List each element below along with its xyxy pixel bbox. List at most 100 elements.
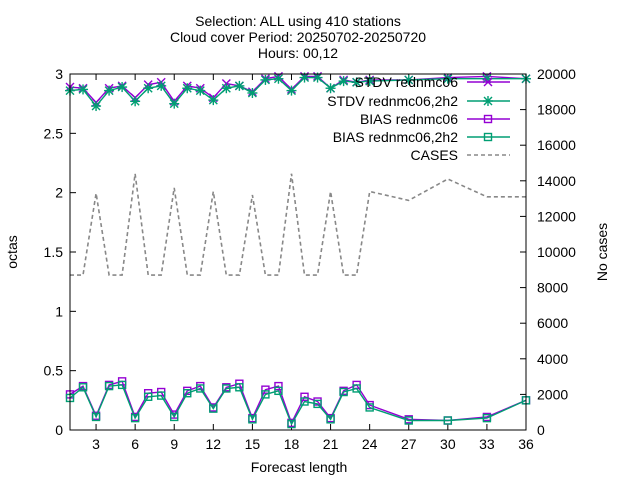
legend-label: CASES [411, 147, 458, 163]
series-line [69, 384, 527, 426]
y2-tick-label: 18000 [537, 102, 576, 118]
star-marker [442, 73, 453, 84]
y-tick-label: 1 [55, 303, 63, 319]
marker-stroke [483, 77, 493, 87]
y-tick-label: 1.5 [44, 244, 64, 260]
star-marker [403, 74, 414, 85]
star-marker [130, 96, 141, 107]
x-tick-label: 21 [323, 436, 339, 452]
star-marker [208, 95, 219, 106]
chart-title-line-3: Hours: 00,12 [258, 45, 338, 61]
legend-label: BIAS rednmc06,2h2 [333, 129, 459, 145]
square-marker [248, 415, 257, 424]
star-marker [91, 101, 102, 112]
star-marker [325, 83, 336, 94]
legend-label: STDV rednmc06,2h2 [327, 93, 458, 109]
y2-tick-label: 16000 [537, 137, 576, 153]
square-marker [78, 383, 88, 392]
legend-label: STDV rednmc06 [355, 74, 459, 90]
series-layer [65, 71, 531, 429]
x-tick-label: 6 [131, 436, 139, 452]
y-axis-label: octas [4, 235, 20, 268]
x-tick-label: 24 [362, 436, 378, 452]
axis-ticks: 3 6 9 12 15 18 21 24 27 30 33 3600.511.522.53020004… [44, 66, 577, 452]
cross-marker [483, 77, 493, 87]
square-marker [261, 390, 270, 399]
y-tick-label: 0 [55, 422, 63, 438]
star-marker [338, 76, 349, 87]
star-marker [351, 77, 362, 88]
square-marker [156, 391, 166, 400]
y2-tick-label: 2000 [537, 386, 568, 402]
square-marker [365, 403, 374, 412]
chart-title-line-2: Cloud cover Period: 20250702-20250720 [170, 29, 426, 45]
series-line [69, 380, 527, 425]
star-marker [182, 83, 193, 94]
square-marker [261, 385, 270, 394]
y-tick-label: 3 [55, 66, 63, 82]
y2-axis-label: No cases [594, 223, 610, 281]
square-marker [352, 384, 361, 393]
square-marker [326, 415, 335, 424]
star-marker [195, 85, 206, 96]
star-marker [483, 96, 493, 106]
y-tick-label: 0.5 [44, 363, 64, 379]
x-tick-label: 12 [206, 436, 222, 452]
star-marker [221, 83, 232, 94]
square-marker [483, 114, 493, 124]
x-tick-label: 27 [401, 436, 417, 452]
x-tick-label: 15 [245, 436, 261, 452]
x-tick-label: 9 [170, 436, 178, 452]
series-cases [70, 173, 526, 276]
square-marker [91, 412, 101, 422]
square-marker [143, 392, 153, 401]
legend: STDV rednmc06 STDV rednmc06,2h2 BIAS rednm… [327, 74, 510, 163]
x-tick-label: 18 [284, 436, 300, 452]
legend-label: BIAS rednmc06 [360, 111, 458, 127]
square-marker [483, 132, 493, 142]
star-marker [286, 85, 297, 96]
star-marker [143, 83, 154, 94]
x-tick-label: 3 [92, 436, 100, 452]
series-stdv-rednmc06-2h2 [65, 72, 531, 112]
y2-tick-label: 12000 [537, 208, 576, 224]
square-marker [300, 392, 309, 401]
star-marker [312, 72, 323, 83]
square-marker [170, 412, 179, 422]
y2-tick-label: 4000 [537, 351, 568, 367]
series-line [70, 173, 526, 276]
x-tick-label: 33 [479, 436, 495, 452]
plot-frame [69, 73, 527, 431]
y-tick-label: 2 [55, 185, 63, 201]
square-marker [482, 413, 492, 423]
square-marker [339, 387, 348, 397]
square-marker [235, 383, 244, 392]
star-marker [78, 84, 89, 95]
series-line [69, 76, 526, 108]
star-marker [169, 98, 180, 109]
star-marker [364, 76, 375, 87]
star-marker [234, 80, 245, 91]
square-marker [209, 404, 218, 413]
y2-tick-label: 20000 [537, 66, 576, 82]
star-marker [117, 82, 128, 93]
square-marker [130, 413, 140, 423]
y2-tick-label: 10000 [537, 244, 576, 260]
x-axis-label: Forecast length [251, 459, 348, 475]
chart-title: Selection: ALL using 410 stations Cloud … [170, 13, 426, 61]
y2-tick-label: 8000 [537, 280, 568, 296]
y2-tick-label: 6000 [537, 315, 568, 331]
star-marker [260, 74, 271, 85]
star-marker [273, 73, 284, 84]
square-marker [274, 381, 283, 391]
square-marker [404, 416, 413, 425]
x-tick-label: 30 [440, 436, 456, 452]
y2-tick-label: 14000 [537, 173, 576, 189]
square-marker [104, 381, 114, 391]
square-marker [274, 386, 283, 396]
square-marker [313, 399, 322, 409]
square-marker [183, 389, 192, 398]
x-tick-label: 36 [518, 436, 534, 452]
star-marker [104, 85, 115, 96]
square-marker [222, 384, 231, 393]
